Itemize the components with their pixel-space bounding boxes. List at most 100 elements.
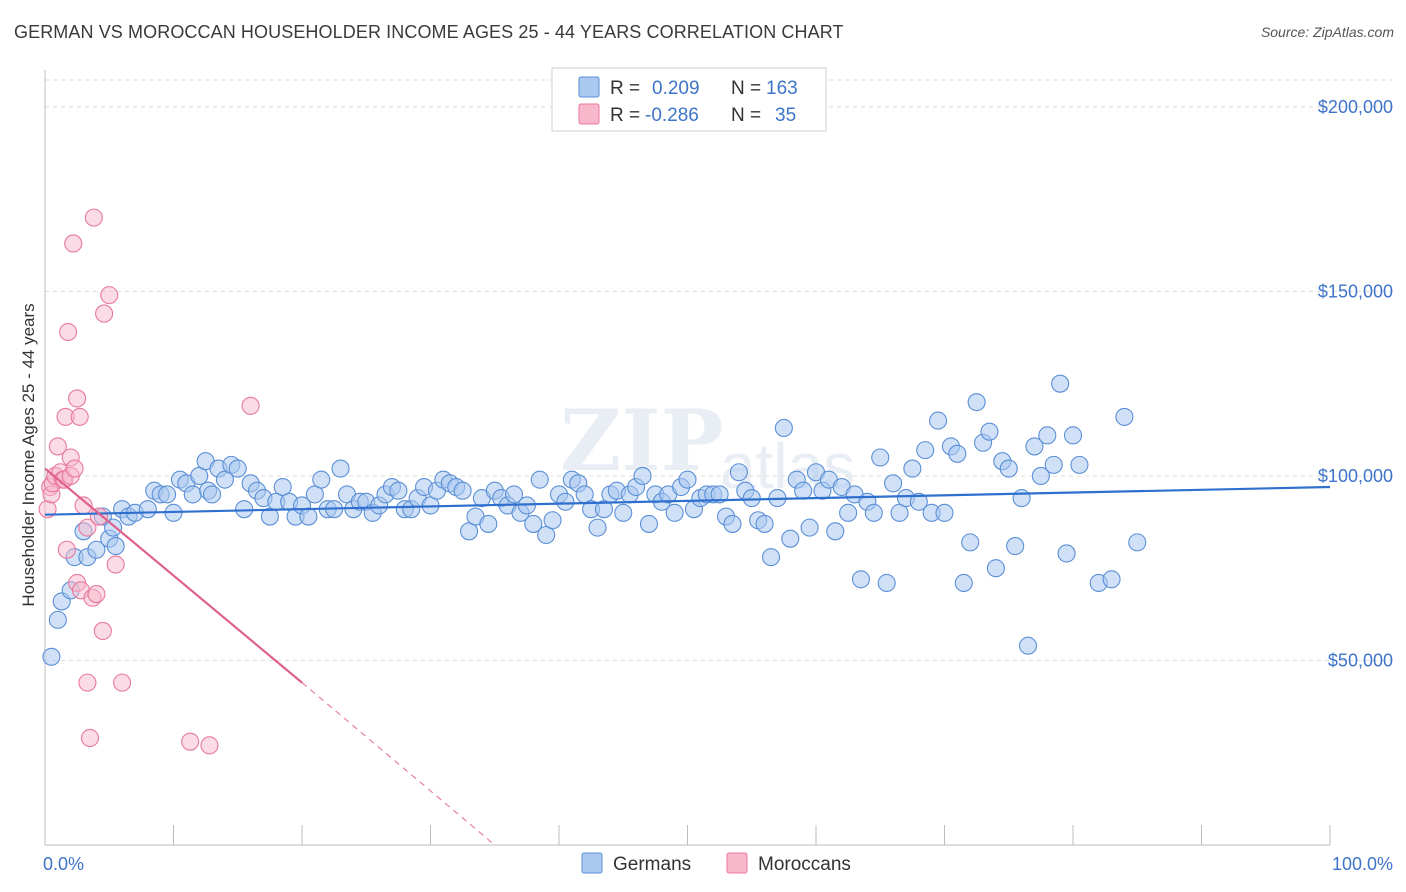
point-moroccan [200, 736, 219, 755]
point-german [967, 393, 986, 412]
point-moroccan [241, 396, 260, 415]
point-german [104, 518, 123, 537]
point-german [556, 492, 575, 511]
legend-germans-swatch [578, 76, 600, 98]
point-german [1063, 426, 1083, 445]
point-german [665, 503, 684, 522]
point-german [1006, 537, 1025, 556]
trend-line-moroccans-extension [301, 682, 496, 846]
point-german [851, 570, 871, 589]
point-german [1102, 570, 1121, 589]
point-moroccan [64, 234, 83, 253]
point-german [864, 503, 883, 522]
point-german [1115, 407, 1134, 426]
point-german [87, 540, 106, 559]
point-german [389, 481, 408, 500]
point-german [235, 500, 254, 519]
gridlines [45, 79, 1395, 661]
point-german [203, 485, 222, 504]
legend-bottom: Germans Moroccans [581, 852, 851, 875]
chart-title: GERMAN VS MOROCCAN HOUSEHOLDER INCOME AG… [14, 22, 844, 42]
point-moroccan [87, 584, 106, 604]
point-german [614, 503, 633, 522]
point-german [916, 441, 935, 460]
point-german [588, 518, 607, 537]
y-tick-label: $100,000 [1318, 466, 1393, 486]
point-german [1070, 455, 1089, 474]
point-german [1051, 374, 1070, 393]
legend-moroccans-swatch [578, 103, 600, 125]
point-moroccan [57, 540, 76, 559]
point-moroccan [59, 322, 78, 342]
axes [44, 70, 1331, 846]
point-german [839, 503, 858, 522]
y-tick-labels: $50,000 $100,000 $150,000 $200,000 [1318, 97, 1393, 671]
point-moroccan [89, 507, 109, 526]
point-german [331, 459, 350, 478]
point-german [723, 514, 742, 533]
point-german [479, 514, 498, 533]
point-german [183, 485, 202, 504]
point-german [1044, 455, 1063, 474]
legend-germans-n-value: 163 [766, 78, 798, 99]
series-moroccans [38, 208, 260, 755]
point-moroccan [65, 459, 84, 478]
point-german [1012, 489, 1031, 508]
point-german [639, 514, 659, 533]
point-german [138, 500, 157, 519]
point-german [877, 573, 896, 593]
point-german [678, 470, 697, 489]
source-label: Source: ZipAtlas.com [1260, 24, 1394, 40]
legend-germans-r-value: 0.209 [652, 78, 700, 99]
point-german [961, 533, 980, 552]
legend-bottom-germans-label: Germans [613, 854, 691, 875]
point-german [1038, 426, 1057, 445]
point-german [453, 481, 472, 500]
point-moroccan [84, 208, 103, 227]
point-german [312, 470, 331, 489]
point-moroccan [106, 555, 125, 574]
point-german [954, 573, 973, 593]
y-tick-label: $50,000 [1328, 650, 1393, 670]
point-german [755, 514, 774, 533]
point-german [633, 466, 652, 486]
legend-moroccans-n-value: 35 [775, 105, 796, 126]
point-german [1057, 544, 1076, 563]
point-german [106, 537, 125, 556]
point-german [999, 459, 1018, 478]
point-german [1018, 636, 1038, 655]
legend-bottom-germans-swatch [581, 852, 603, 874]
point-moroccan [48, 437, 67, 456]
y-tick-label: $200,000 [1318, 97, 1393, 117]
point-german [929, 411, 948, 430]
point-german [794, 481, 813, 500]
legend-moroccans-r-label: R = [610, 105, 640, 126]
legend-bottom-moroccans-label: Moroccans [758, 854, 851, 875]
point-german [909, 492, 928, 511]
point-german [774, 418, 793, 438]
point-german [504, 485, 524, 504]
point-moroccan [80, 728, 100, 748]
point-german [543, 511, 562, 530]
point-moroccan [68, 389, 87, 408]
point-german [742, 489, 761, 508]
point-german [729, 463, 748, 482]
legend-germans-n-label: N = [731, 78, 761, 99]
point-german [42, 647, 61, 666]
point-german [980, 422, 999, 441]
point-moroccan [78, 518, 97, 537]
point-german [935, 503, 954, 522]
point-german [710, 485, 729, 504]
point-german [986, 559, 1005, 578]
y-axis-label: Householder Income Ages 25 - 44 years [19, 303, 38, 606]
point-german [299, 507, 318, 526]
point-german [524, 514, 543, 533]
point-german [761, 548, 781, 567]
trend-line-germans [44, 485, 1331, 516]
point-german [158, 485, 177, 504]
point-german [228, 459, 247, 478]
point-german [871, 448, 890, 467]
point-german [1025, 437, 1044, 456]
point-german [1128, 533, 1147, 552]
point-moroccan [100, 286, 119, 305]
